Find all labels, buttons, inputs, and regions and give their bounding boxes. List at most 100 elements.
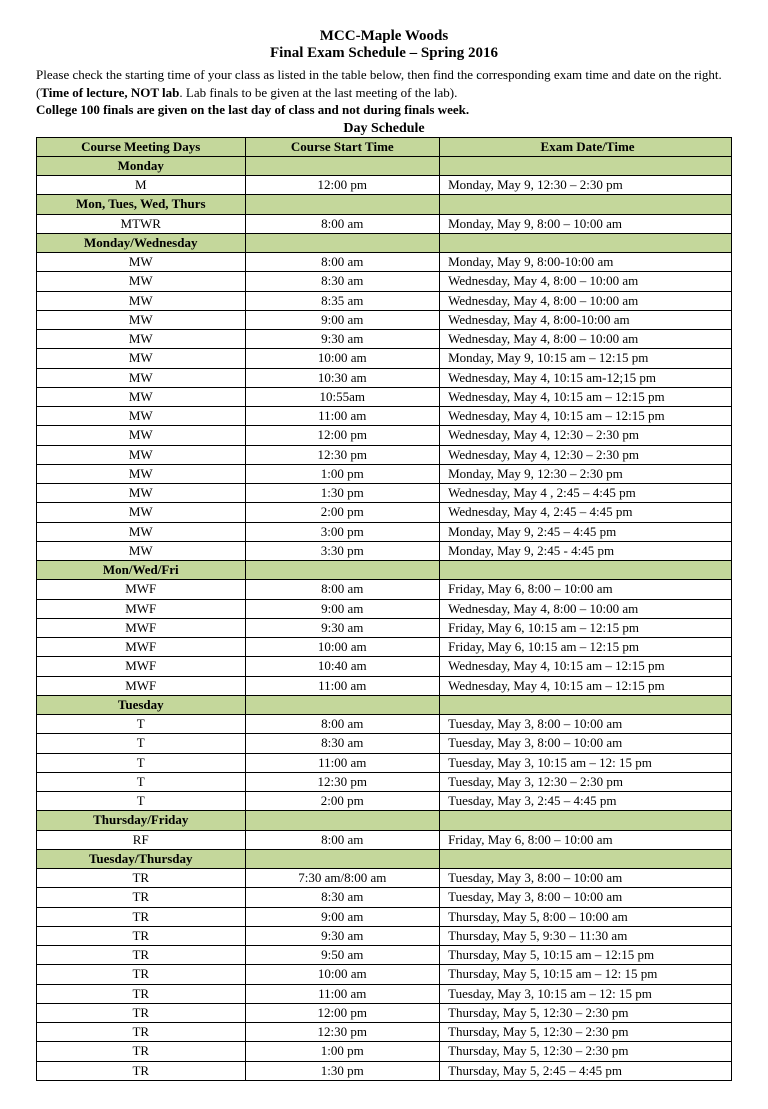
- cell-start: 7:30 am/8:00 am: [245, 869, 440, 888]
- exam-schedule-table: Course Meeting Days Course Start Time Ex…: [36, 137, 732, 1081]
- table-row: MW9:00 amWednesday, May 4, 8:00-10:00 am: [37, 310, 732, 329]
- cell-exam: Monday, May 9, 10:15 am – 12:15 pm: [440, 349, 732, 368]
- table-row: TR10:00 amThursday, May 5, 10:15 am – 12…: [37, 965, 732, 984]
- cell-exam: Wednesday, May 4, 8:00 – 10:00 am: [440, 272, 732, 291]
- cell-days: MW: [37, 291, 246, 310]
- cell-start: 9:30 am: [245, 330, 440, 349]
- cell-start: 1:00 pm: [245, 464, 440, 483]
- cell-days: TR: [37, 1003, 246, 1022]
- table-row: RF8:00 amFriday, May 6, 8:00 – 10:00 am: [37, 830, 732, 849]
- cell-start: 8:00 am: [245, 830, 440, 849]
- table-row: MW3:00 pmMonday, May 9, 2:45 – 4:45 pm: [37, 522, 732, 541]
- cell-days: T: [37, 715, 246, 734]
- cell-days: MWF: [37, 657, 246, 676]
- cell-days: MW: [37, 426, 246, 445]
- cell-days: MW: [37, 349, 246, 368]
- cell-days: MTWR: [37, 214, 246, 233]
- hdr-start: Course Start Time: [245, 137, 440, 156]
- cell-days: T: [37, 772, 246, 791]
- table-row: MW12:00 pmWednesday, May 4, 12:30 – 2:30…: [37, 426, 732, 445]
- cell-start: 3:30 pm: [245, 541, 440, 560]
- cell-start: 12:00 pm: [245, 1003, 440, 1022]
- cell-days: MW: [37, 387, 246, 406]
- cell-exam: Thursday, May 5, 12:30 – 2:30 pm: [440, 1003, 732, 1022]
- cell-start: 8:00 am: [245, 253, 440, 272]
- section-label: Mon/Wed/Fri: [37, 561, 246, 580]
- cell-start: 2:00 pm: [245, 503, 440, 522]
- cell-exam: Tuesday, May 3, 10:15 am – 12: 15 pm: [440, 753, 732, 772]
- cell-exam: Wednesday, May 4, 10:15 am – 12:15 pm: [440, 657, 732, 676]
- section-empty: [245, 561, 440, 580]
- cell-exam: Wednesday, May 4, 8:00 – 10:00 am: [440, 291, 732, 310]
- cell-exam: Thursday, May 5, 8:00 – 10:00 am: [440, 907, 732, 926]
- cell-start: 3:00 pm: [245, 522, 440, 541]
- cell-days: T: [37, 792, 246, 811]
- table-header-row: Course Meeting Days Course Start Time Ex…: [37, 137, 732, 156]
- section-row: Monday/Wednesday: [37, 233, 732, 252]
- cell-start: 10:00 am: [245, 349, 440, 368]
- cell-start: 12:30 pm: [245, 772, 440, 791]
- cell-start: 11:00 am: [245, 753, 440, 772]
- cell-exam: Wednesday, May 4, 10:15 am – 12:15 pm: [440, 407, 732, 426]
- cell-start: 9:50 am: [245, 946, 440, 965]
- intro-tail: the lab).: [415, 85, 458, 100]
- table-row: MWF9:00 amWednesday, May 4, 8:00 – 10:00…: [37, 599, 732, 618]
- cell-exam: Tuesday, May 3, 8:00 – 10:00 am: [440, 888, 732, 907]
- cell-days: TR: [37, 907, 246, 926]
- table-row: TR9:50 amThursday, May 5, 10:15 am – 12:…: [37, 946, 732, 965]
- section-row: Mon/Wed/Fri: [37, 561, 732, 580]
- table-row: T8:30 amTuesday, May 3, 8:00 – 10:00 am: [37, 734, 732, 753]
- cell-days: MWF: [37, 638, 246, 657]
- cell-exam: Thursday, May 5, 12:30 – 2:30 pm: [440, 1042, 732, 1061]
- cell-exam: Monday, May 9, 2:45 - 4:45 pm: [440, 541, 732, 560]
- table-row: MWF10:40 amWednesday, May 4, 10:15 am – …: [37, 657, 732, 676]
- cell-days: MW: [37, 407, 246, 426]
- cell-exam: Friday, May 6, 10:15 am – 12:15 pm: [440, 618, 732, 637]
- cell-days: MW: [37, 522, 246, 541]
- table-row: MW9:30 amWednesday, May 4, 8:00 – 10:00 …: [37, 330, 732, 349]
- cell-days: RF: [37, 830, 246, 849]
- cell-start: 8:00 am: [245, 580, 440, 599]
- cell-start: 9:30 am: [245, 926, 440, 945]
- table-row: TR9:30 amThursday, May 5, 9:30 – 11:30 a…: [37, 926, 732, 945]
- cell-exam: Wednesday, May 4 , 2:45 – 4:45 pm: [440, 484, 732, 503]
- table-row: MW8:00 amMonday, May 9, 8:00-10:00 am: [37, 253, 732, 272]
- cell-exam: Wednesday, May 4, 8:00 – 10:00 am: [440, 599, 732, 618]
- section-empty: [440, 561, 732, 580]
- cell-exam: Tuesday, May 3, 12:30 – 2:30 pm: [440, 772, 732, 791]
- section-row: Tuesday/Thursday: [37, 849, 732, 868]
- cell-exam: Wednesday, May 4, 10:15 am – 12:15 pm: [440, 676, 732, 695]
- section-empty: [245, 849, 440, 868]
- cell-exam: Thursday, May 5, 10:15 am – 12: 15 pm: [440, 965, 732, 984]
- cell-start: 10:00 am: [245, 638, 440, 657]
- section-label: Tuesday: [37, 695, 246, 714]
- cell-days: TR: [37, 1023, 246, 1042]
- cell-start: 2:00 pm: [245, 792, 440, 811]
- section-empty: [245, 156, 440, 175]
- cell-days: TR: [37, 1061, 246, 1080]
- cell-days: MWF: [37, 599, 246, 618]
- cell-exam: Tuesday, May 3, 8:00 – 10:00 am: [440, 715, 732, 734]
- section-empty: [440, 695, 732, 714]
- cell-start: 9:00 am: [245, 599, 440, 618]
- cell-days: TR: [37, 926, 246, 945]
- table-row: TR1:00 pmThursday, May 5, 12:30 – 2:30 p…: [37, 1042, 732, 1061]
- cell-start: 10:00 am: [245, 965, 440, 984]
- cell-exam: Thursday, May 5, 9:30 – 11:30 am: [440, 926, 732, 945]
- cell-days: MW: [37, 272, 246, 291]
- table-row: TR1:30 pmThursday, May 5, 2:45 – 4:45 pm: [37, 1061, 732, 1080]
- cell-days: MW: [37, 541, 246, 560]
- cell-start: 8:00 am: [245, 214, 440, 233]
- cell-days: MW: [37, 330, 246, 349]
- table-row: T11:00 amTuesday, May 3, 10:15 am – 12: …: [37, 753, 732, 772]
- table-row: MW1:00 pmMonday, May 9, 12:30 – 2:30 pm: [37, 464, 732, 483]
- cell-start: 8:30 am: [245, 272, 440, 291]
- table-row: MW8:30 amWednesday, May 4, 8:00 – 10:00 …: [37, 272, 732, 291]
- table-row: TR12:00 pmThursday, May 5, 12:30 – 2:30 …: [37, 1003, 732, 1022]
- cell-start: 10:40 am: [245, 657, 440, 676]
- table-row: TR7:30 am/8:00 amTuesday, May 3, 8:00 – …: [37, 869, 732, 888]
- cell-days: MWF: [37, 580, 246, 599]
- section-empty: [245, 195, 440, 214]
- table-row: TR12:30 pmThursday, May 5, 12:30 – 2:30 …: [37, 1023, 732, 1042]
- table-row: TR9:00 amThursday, May 5, 8:00 – 10:00 a…: [37, 907, 732, 926]
